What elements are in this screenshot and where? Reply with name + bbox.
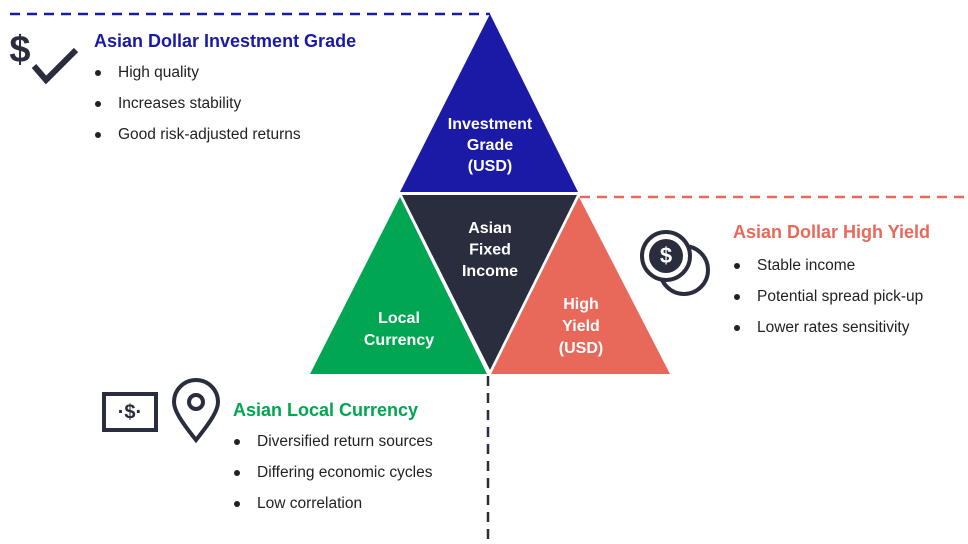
section-title: Asian Dollar Investment Grade <box>94 31 356 51</box>
dollar-check-icon: $ <box>9 29 79 85</box>
bullet-dot <box>95 101 101 107</box>
svg-text:$: $ <box>9 29 30 71</box>
section-title: Asian Dollar High Yield <box>733 222 930 242</box>
triangle-label: (USD) <box>468 158 512 175</box>
bullet-text: Potential spread pick-up <box>757 288 923 305</box>
bullet-dot <box>734 294 740 300</box>
triangle-label: Income <box>462 263 518 280</box>
triangle <box>491 197 670 374</box>
bullet-dot <box>95 70 101 76</box>
bullet-text: High quality <box>118 64 199 81</box>
svg-text:$: $ <box>660 243 672 268</box>
triangle-label: Yield <box>562 318 600 335</box>
triangle <box>402 195 577 370</box>
bullet-text: Good risk-adjusted returns <box>118 126 301 143</box>
bullet-dot <box>734 263 740 269</box>
bullet-dot <box>95 132 101 138</box>
bullet-text: Diversified return sources <box>257 433 433 450</box>
banknote-location-icon: ·$· <box>102 378 221 444</box>
svg-text:·$·: ·$· <box>118 401 142 423</box>
triangle-label: High <box>563 296 599 313</box>
bullet-dot <box>734 325 740 331</box>
triangle-label: (USD) <box>559 340 603 357</box>
bullet-text: Lower rates sensitivity <box>757 319 910 336</box>
triangle-label: Investment <box>448 116 533 133</box>
bullet-text: Differing economic cycles <box>257 464 433 481</box>
coins-icon: $ <box>640 230 710 296</box>
bullet-dot <box>234 470 240 476</box>
bullet-dot <box>234 501 240 507</box>
bullet-dot <box>234 439 240 445</box>
triangle-label: Local <box>378 310 420 327</box>
section-title: Asian Local Currency <box>233 400 418 420</box>
triangle-label: Currency <box>364 332 434 349</box>
triangle-label: Asian <box>468 220 512 237</box>
bullet-text: Stable income <box>757 257 855 274</box>
bullet-text: Increases stability <box>118 95 241 112</box>
bullet-text: Low correlation <box>257 495 362 512</box>
triangle <box>310 197 487 374</box>
triangle-label: Grade <box>467 137 513 154</box>
triangle-label: Fixed <box>469 242 511 259</box>
triangle <box>400 14 578 192</box>
